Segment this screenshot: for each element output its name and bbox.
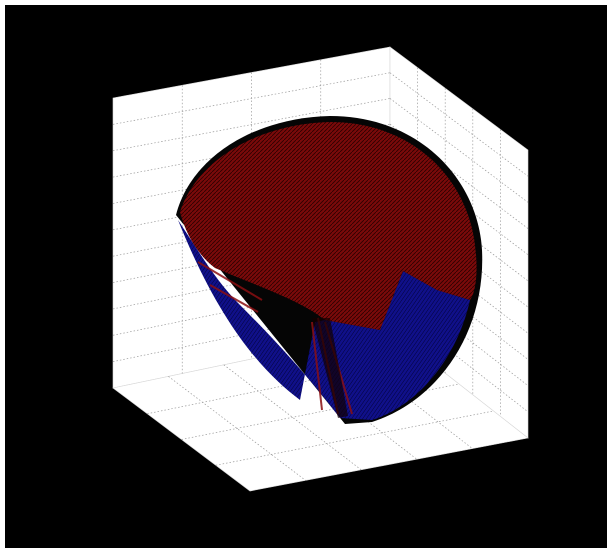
right-wall-gridline bbox=[389, 98, 529, 203]
right-wall-gridline bbox=[389, 72, 529, 177]
cap-outer-red bbox=[180, 122, 477, 330]
surface-streak-b bbox=[209, 284, 259, 313]
floor-gridline bbox=[168, 376, 306, 481]
surface-streak-a bbox=[197, 261, 263, 301]
floor-gridline bbox=[215, 410, 494, 466]
floor-gridline bbox=[223, 364, 362, 471]
surface-group[interactable] bbox=[176, 116, 483, 424]
left-wall-gridline bbox=[112, 72, 391, 125]
left-wall-gridline bbox=[112, 98, 391, 152]
surface-streak-e bbox=[311, 321, 323, 411]
cut-face-blue bbox=[178, 220, 470, 420]
surface-crevice bbox=[312, 318, 348, 418]
